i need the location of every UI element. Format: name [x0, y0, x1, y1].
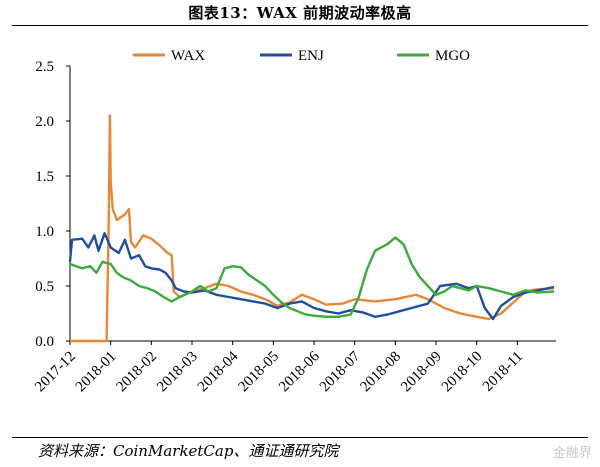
series-lines — [68, 114, 555, 343]
x-tick-label: 2018-01 — [73, 349, 120, 396]
legend: WAX ENJ MGO — [133, 48, 470, 64]
x-tick-label: 2018-05 — [236, 349, 283, 396]
watermark-text: 金融界 — [552, 446, 592, 461]
source-note: 资料来源：CoinMarketCap、通证通研究院 — [38, 442, 339, 460]
y-tick-label: 1.5 — [35, 169, 54, 185]
y-tick-label: 0.0 — [35, 334, 54, 350]
legend-label-mgo: MGO — [435, 48, 470, 64]
x-tick-label: 2018-07 — [317, 348, 364, 395]
chart-title: 图表13：WAX 前期波动率极高 — [188, 4, 412, 22]
chart-svg: 0.00.51.01.52.02.52017-122018-012018-022… — [32, 48, 556, 395]
y-tick-label: 1.0 — [35, 224, 54, 240]
series-line-mgo — [69, 236, 555, 318]
y-tick-label: 0.5 — [35, 279, 54, 295]
y-tick-label: 2.0 — [35, 114, 54, 130]
x-tick-label: 2018-04 — [195, 348, 242, 395]
axes: 0.00.51.01.52.02.52017-122018-012018-022… — [32, 59, 556, 395]
legend-label-enj: ENJ — [298, 48, 324, 64]
series-line-wax — [70, 114, 555, 343]
x-tick-label: 2018-03 — [154, 349, 201, 396]
x-tick-label: 2018-10 — [439, 349, 486, 396]
x-tick-label: 2017-12 — [32, 349, 79, 396]
top-rule — [12, 25, 588, 26]
x-tick-label: 2018-09 — [398, 349, 445, 396]
x-tick-label: 2018-06 — [276, 348, 323, 395]
x-tick-label: 2018-11 — [480, 349, 526, 395]
x-tick-label: 2018-02 — [113, 349, 160, 396]
y-tick-label: 2.5 — [35, 59, 54, 75]
bottom-rule — [12, 437, 588, 438]
x-tick-label: 2018-08 — [358, 349, 405, 396]
legend-label-wax: WAX — [171, 48, 205, 64]
series-line-enj — [68, 232, 555, 321]
